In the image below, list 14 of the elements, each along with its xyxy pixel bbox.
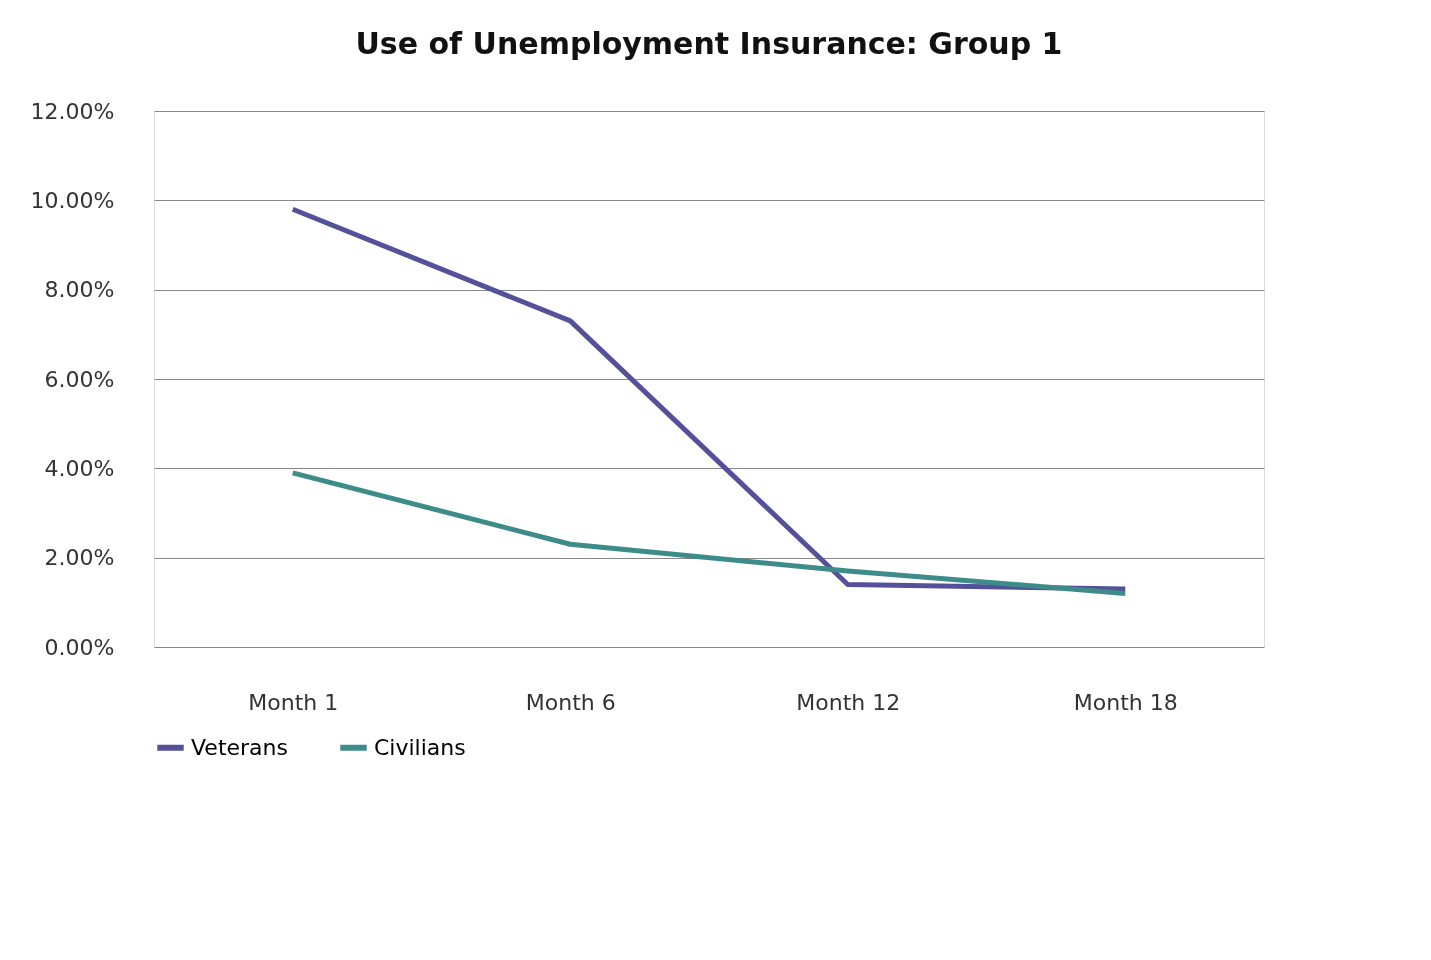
- x-tick-label: Month 12: [796, 689, 901, 715]
- y-tick-label: 8.00%: [44, 277, 115, 303]
- legend-label: Veterans: [191, 734, 288, 760]
- x-tick-label: Month 18: [1073, 689, 1178, 715]
- y-tick-label: 10.00%: [30, 187, 115, 213]
- x-tick-label: Month 1: [248, 689, 339, 715]
- y-tick-label: 6.00%: [44, 366, 115, 392]
- chart-title: Use of Unemployment Insurance: Group 1: [355, 26, 1063, 61]
- legend-label: Civilians: [374, 734, 466, 760]
- y-tick-label: 2.00%: [44, 545, 115, 571]
- y-tick-label: 12.00%: [30, 98, 115, 124]
- x-tick-label: Month 6: [525, 689, 616, 715]
- y-tick-label: 0.00%: [44, 634, 115, 660]
- y-tick-label: 4.00%: [44, 455, 115, 481]
